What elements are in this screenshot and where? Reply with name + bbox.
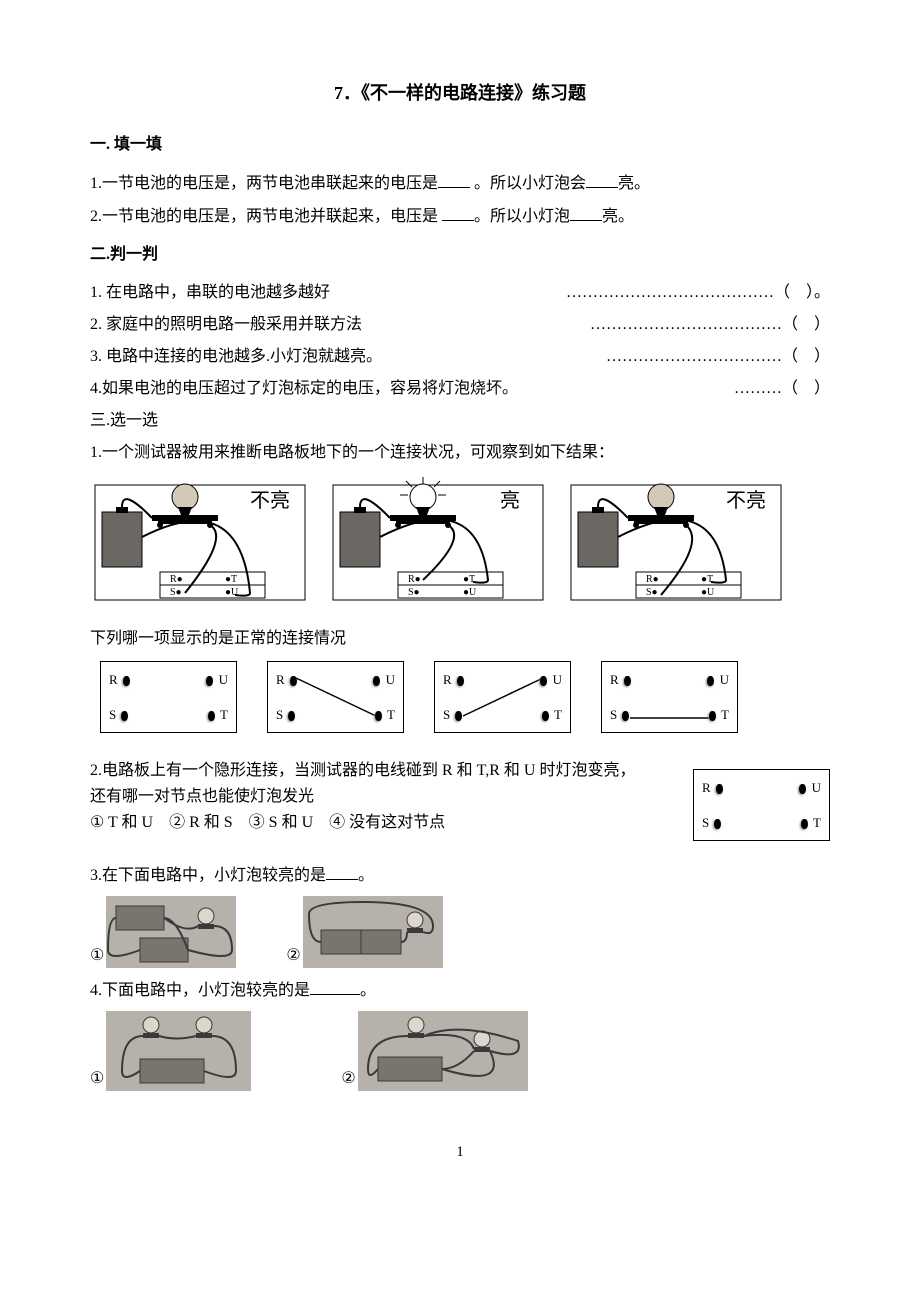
judge-item-1: 1. 在电路中，串联的电池越多越好 …………………………………（ ）。 [90, 281, 830, 305]
q3-circuit-1: ① [90, 896, 236, 968]
svg-text:●T: ●T [225, 574, 237, 585]
svg-text:S●: S● [408, 587, 420, 598]
option-boxes-row: R U S T R U S T R U S T R U S T [100, 661, 830, 733]
choose-q4-text: 4.下面电路中，小灯泡较亮的是 。 [90, 978, 830, 1003]
judge-item-2: 2. 家庭中的照明电路一般采用并联方法 ………………………………（ ） [90, 313, 830, 337]
option-marker-1: ① [90, 944, 104, 968]
q4-text-b: 。 [360, 982, 376, 999]
q2-text-c: 亮。 [602, 208, 634, 225]
svg-text:R●: R● [408, 574, 421, 585]
svg-text:S●: S● [170, 587, 182, 598]
q1-text-b: 。所以小灯泡会 [474, 175, 586, 192]
section-2-heading: 二.判一判 [90, 243, 830, 267]
svg-text:●T: ●T [701, 574, 713, 585]
blank [442, 204, 474, 221]
judge-item-3: 3. 电路中连接的电池越多.小灯泡就越亮。 ……………………………（ ） [90, 345, 830, 369]
judge-text: 4.如果电池的电压超过了灯泡标定的电压，容易将灯泡烧坏。 [90, 377, 518, 401]
q4-circuit-2: ② [341, 1011, 527, 1091]
blank [326, 863, 358, 880]
blank [586, 171, 618, 188]
q4-text-a: 4.下面电路中，小灯泡较亮的是 [90, 982, 310, 999]
option-marker-2: ② [341, 1067, 355, 1091]
section-1-heading: 一. 填一填 [90, 133, 830, 157]
judge-text: 2. 家庭中的照明电路一般采用并联方法 [90, 313, 362, 337]
judge-item-4: 4.如果电池的电压超过了灯泡标定的电压，容易将灯泡烧坏。 ………（ ） [90, 377, 830, 401]
svg-text:●T: ●T [463, 574, 475, 585]
svg-text:●U: ●U [463, 587, 477, 598]
label-lit: 亮 [500, 489, 520, 512]
q4-circuit-row: ① ② [90, 1011, 830, 1091]
choose-q1-prompt: 下列哪一项显示的是正常的连接情况 [90, 627, 830, 651]
tester-diagram-3: R● ●T S● ●U 不亮 [566, 477, 786, 615]
option-marker-2: ② [286, 944, 300, 968]
q3-text-a: 3.在下面电路中，小灯泡较亮的是 [90, 867, 326, 884]
worksheet-title: 7．《不一样的电路连接》练习题 [90, 80, 830, 107]
svg-text:●U: ●U [701, 587, 715, 598]
q3-circuit-row: ① ② [90, 896, 830, 968]
judge-bracket: …………………………………（ ）。 [566, 281, 830, 305]
choose-q3-text: 3.在下面电路中，小灯泡较亮的是 。 [90, 863, 830, 888]
fill-blank-q2: 2.一节电池的电压是，两节电池并联起来，电压是 。所以小灯泡 亮。 [90, 204, 830, 229]
svg-text:S●: S● [646, 587, 658, 598]
q1-text-c: 亮。 [618, 175, 650, 192]
choose-q1-intro: 1.一个测试器被用来推断电路板地下的一个连接状况，可观察到如下结果： [90, 441, 830, 465]
tester-diagram-1: R● ●T S● ●U 不亮 [90, 477, 310, 615]
svg-text:R●: R● [170, 574, 183, 585]
option-box-2: R U S T [267, 661, 404, 733]
tester-diagram-row: R● ●T S● ●U 不亮 R● ●T [90, 477, 830, 615]
option-box-3: R U S T [434, 661, 571, 733]
svg-text:R●: R● [646, 574, 659, 585]
label-dim: 不亮 [726, 489, 766, 512]
judge-bracket: ……………………………（ ） [606, 345, 830, 369]
blank [310, 978, 360, 995]
judge-bracket: ………（ ） [734, 377, 830, 401]
choose-q2-options: ① T 和 U ② R 和 S ③ S 和 U ④ 没有这对节点 [90, 811, 673, 835]
fill-blank-q1: 1.一节电池的电压是，两节电池串联起来的电压是 。所以小灯泡会 亮。 [90, 171, 830, 196]
option-marker-1: ① [90, 1067, 104, 1091]
q3-text-b: 。 [358, 867, 374, 884]
judge-bracket: ………………………………（ ） [590, 313, 830, 337]
blank [438, 171, 470, 188]
section-3-heading: 三.选一选 [90, 409, 830, 433]
q2-text-a: 2.一节电池的电压是，两节电池并联起来，电压是 [90, 208, 442, 225]
label-dim: 不亮 [250, 489, 290, 512]
choose-q2-line1: 2.电路板上有一个隐形连接，当测试器的电线碰到 R 和 T,R 和 U 时灯泡变… [90, 759, 673, 783]
q1-text-a: 1.一节电池的电压是，两节电池串联起来的电压是 [90, 175, 438, 192]
judge-text: 1. 在电路中，串联的电池越多越好 [90, 281, 330, 305]
blank [570, 204, 602, 221]
tester-diagram-2: R● ●T S● ●U 亮 [328, 477, 548, 615]
choose-q2-line2: 还有哪一对节点也能使灯泡发光 [90, 785, 673, 809]
svg-text:●U: ●U [225, 587, 239, 598]
q2-text-b: 。所以小灯泡 [474, 208, 570, 225]
option-box-4: R U S T [601, 661, 738, 733]
q3-circuit-2: ② [286, 896, 442, 968]
option-box-1: R U S T [100, 661, 237, 733]
q2-ref-box: R U S T [693, 769, 830, 841]
judge-text: 3. 电路中连接的电池越多.小灯泡就越亮。 [90, 345, 382, 369]
q4-circuit-1: ① [90, 1011, 251, 1091]
page-number: 1 [90, 1141, 830, 1164]
